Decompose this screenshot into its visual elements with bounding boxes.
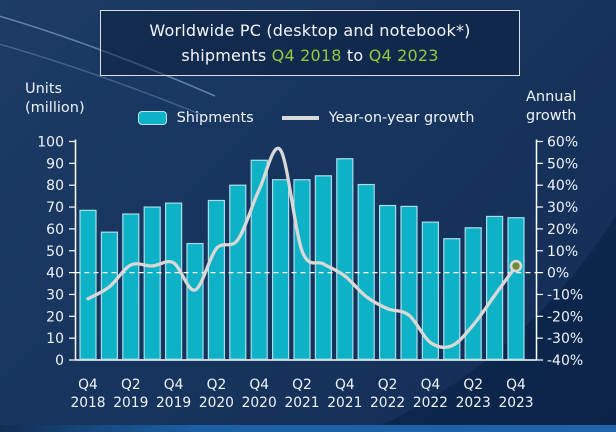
shipments-bars bbox=[79, 158, 525, 360]
chart-title-line-1: Worldwide PC (desktop and notebook*) bbox=[149, 21, 471, 40]
left-tick-label: 30 bbox=[46, 287, 64, 303]
bottom-accent-strip bbox=[0, 425, 616, 432]
bar-q1-2019 bbox=[100, 231, 119, 360]
left-tick-label: 20 bbox=[46, 309, 64, 325]
bar-q2-2022 bbox=[379, 204, 397, 360]
title-period-end: Q4 2023 bbox=[368, 46, 439, 65]
bar-q3-2019 bbox=[143, 206, 161, 360]
bar-q2-2019 bbox=[122, 213, 140, 360]
x-label-quarter: Q4 bbox=[421, 377, 441, 393]
legend-growth-label: Year-on-year growth bbox=[328, 110, 475, 126]
x-label-quarter: Q2 bbox=[463, 377, 483, 393]
left-tick-label: 0 bbox=[55, 353, 64, 369]
bar-q1-2023 bbox=[443, 238, 461, 360]
right-tick-label: -40% bbox=[547, 353, 583, 369]
left-tick-label: 60 bbox=[46, 222, 64, 238]
left-tick-label: 90 bbox=[46, 156, 64, 172]
bar-q3-2023 bbox=[486, 215, 504, 360]
x-label-quarter: Q2 bbox=[121, 377, 141, 393]
legend-shipments-label: Shipments bbox=[176, 110, 254, 126]
right-tick-label: 50% bbox=[547, 156, 578, 172]
x-label-quarter: Q2 bbox=[292, 377, 312, 393]
year-on-year-growth-line bbox=[86, 146, 518, 350]
x-label-year: 2023 bbox=[456, 395, 491, 411]
x-label-year: 2021 bbox=[284, 395, 319, 411]
x-label-year: 2022 bbox=[370, 395, 405, 411]
chart-title-line-2: shipments Q4 2018 to Q4 2023 bbox=[181, 46, 439, 65]
swoosh-arc-1 bbox=[0, 15, 216, 97]
bar-q4-2020 bbox=[250, 159, 268, 360]
bar-q4-2019 bbox=[165, 202, 183, 360]
bar-q1-2022 bbox=[357, 183, 375, 360]
shipments-swatch bbox=[137, 111, 167, 125]
x-label-quarter: Q2 bbox=[378, 377, 398, 393]
x-label-quarter: Q4 bbox=[164, 377, 184, 393]
right-tick-label: 60% bbox=[547, 135, 578, 151]
left-tick-label: 100 bbox=[37, 135, 64, 151]
left-tick-label: 10 bbox=[46, 331, 64, 347]
bar-q4-2018 bbox=[79, 209, 97, 360]
x-label-year: 2022 bbox=[413, 395, 448, 411]
bar-q2-2020 bbox=[207, 199, 225, 360]
right-tick-label: 0% bbox=[547, 266, 569, 282]
left-tick-label: 80 bbox=[46, 178, 64, 194]
right-tick-label: 10% bbox=[547, 244, 578, 260]
title-period-start: Q4 2018 bbox=[271, 46, 342, 65]
growth-line-swatch bbox=[281, 116, 319, 120]
bar-q2-2021 bbox=[293, 179, 311, 360]
bar-q4-2022 bbox=[421, 221, 439, 360]
right-tick-label: 30% bbox=[547, 200, 578, 216]
right-tick-label: -30% bbox=[547, 331, 583, 347]
bar-q4-2021 bbox=[336, 158, 354, 360]
x-label-year: 2019 bbox=[156, 395, 191, 411]
x-label-year: 2018 bbox=[70, 395, 105, 411]
swoosh-arc-2 bbox=[0, 43, 201, 115]
left-tick-label: 40 bbox=[46, 266, 64, 282]
right-tick-label: -20% bbox=[547, 309, 583, 325]
x-label-year: 2020 bbox=[242, 395, 277, 411]
right-tick-label: 20% bbox=[547, 222, 578, 238]
bar-q1-2020 bbox=[186, 242, 204, 360]
right-tick-label: -10% bbox=[547, 287, 583, 303]
growth-end-marker bbox=[509, 259, 523, 273]
chart-title-box: Worldwide PC (desktop and notebook*) shi… bbox=[100, 10, 520, 76]
left-axis-caption: Units (million) bbox=[25, 81, 85, 116]
x-label-year: 2021 bbox=[327, 395, 362, 411]
x-label-quarter: Q4 bbox=[335, 377, 355, 393]
x-label-quarter: Q4 bbox=[506, 377, 526, 393]
right-axis-caption: Annual growth bbox=[526, 89, 577, 124]
x-label-year: 2023 bbox=[498, 395, 533, 411]
x-label-quarter: Q4 bbox=[249, 377, 269, 393]
left-tick-label: 50 bbox=[46, 244, 64, 260]
x-label-quarter: Q2 bbox=[207, 377, 227, 393]
legend: Shipments Year-on-year growth bbox=[75, 109, 537, 127]
left-tick-label: 70 bbox=[46, 200, 64, 216]
x-label-quarter: Q4 bbox=[78, 377, 98, 393]
bar-q3-2022 bbox=[400, 205, 418, 360]
bar-q1-2021 bbox=[272, 179, 290, 360]
bar-q4-2023 bbox=[507, 217, 525, 360]
right-tick-label: 40% bbox=[547, 178, 578, 194]
bar-q2-2023 bbox=[464, 227, 482, 360]
x-label-year: 2019 bbox=[113, 395, 148, 411]
x-label-year: 2020 bbox=[199, 395, 234, 411]
